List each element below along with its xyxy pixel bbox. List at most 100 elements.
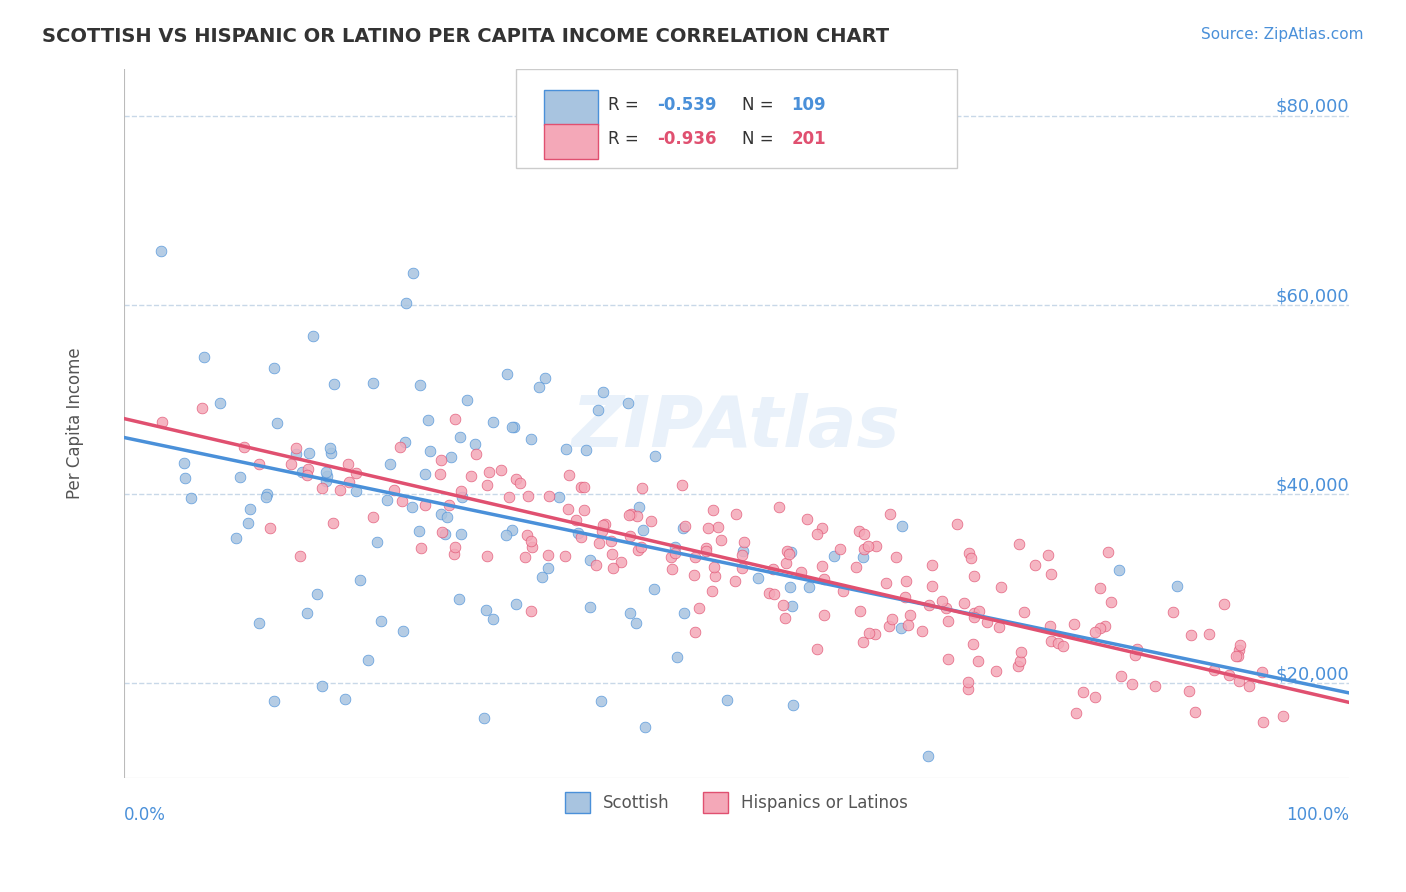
Point (337, 475, 360, 490)
Point (520, 604, 543, 618)
Point (758, 586, 780, 600)
Point (569, 530, 592, 544)
Point (1064, 706, 1087, 721)
Point (1084, 624, 1107, 639)
Point (1180, 628, 1202, 642)
Point (911, 624, 934, 639)
Point (716, 692, 738, 706)
Point (790, 566, 813, 580)
Point (710, 533, 733, 548)
Point (333, 692, 356, 706)
Point (465, 447, 488, 461)
Point (1166, 579, 1188, 593)
Point (806, 526, 828, 541)
Point (307, 587, 329, 601)
Point (391, 494, 413, 508)
Point (247, 616, 270, 631)
Point (434, 527, 457, 541)
Point (1052, 640, 1074, 654)
Point (575, 443, 598, 458)
Point (567, 525, 589, 540)
Point (430, 524, 453, 539)
Point (707, 520, 730, 534)
Point (443, 540, 465, 554)
Point (853, 541, 876, 556)
Point (1178, 684, 1201, 698)
Text: R =: R = (607, 96, 644, 114)
Point (409, 541, 432, 556)
Point (953, 595, 976, 609)
Point (357, 652, 380, 666)
Point (963, 609, 986, 624)
Point (782, 599, 804, 614)
Point (828, 542, 851, 557)
Point (311, 679, 333, 693)
Point (761, 562, 783, 576)
Point (209, 396, 232, 410)
Point (823, 549, 845, 563)
Point (1090, 620, 1112, 634)
Point (772, 599, 794, 613)
Point (409, 378, 432, 392)
Text: N =: N = (742, 96, 779, 114)
Point (602, 560, 624, 574)
Point (1161, 605, 1184, 619)
Point (672, 606, 695, 620)
Point (724, 574, 747, 588)
Point (1108, 563, 1130, 577)
Point (1184, 706, 1206, 720)
Point (315, 465, 337, 479)
Point (288, 549, 311, 563)
Point (630, 540, 652, 554)
Point (626, 509, 648, 524)
Point (150, 415, 173, 429)
Point (938, 652, 960, 666)
Point (478, 465, 501, 479)
FancyBboxPatch shape (544, 124, 598, 159)
Point (1012, 605, 1035, 619)
Point (863, 627, 886, 641)
Point (247, 457, 270, 471)
Point (361, 510, 384, 524)
Point (897, 617, 920, 632)
Point (1084, 690, 1107, 705)
Point (259, 521, 281, 535)
Point (592, 384, 614, 399)
Point (319, 441, 342, 455)
Point (548, 490, 571, 504)
Point (557, 502, 579, 516)
Point (778, 547, 800, 561)
Point (263, 361, 285, 376)
Point (725, 508, 748, 522)
Point (443, 547, 465, 561)
Point (858, 625, 880, 640)
Point (489, 463, 512, 477)
Point (1250, 665, 1272, 679)
Point (682, 568, 704, 582)
Point (298, 446, 321, 460)
Point (1202, 663, 1225, 677)
Point (316, 468, 339, 483)
Point (1046, 636, 1069, 650)
Point (375, 492, 398, 507)
Point (935, 601, 957, 615)
Point (344, 484, 367, 499)
Point (537, 561, 560, 575)
Text: N =: N = (742, 130, 779, 148)
Point (1039, 634, 1062, 648)
Point (848, 604, 870, 618)
Point (591, 524, 613, 539)
Point (1225, 648, 1247, 663)
Point (962, 569, 984, 583)
Point (482, 415, 505, 429)
Point (683, 625, 706, 640)
Point (558, 468, 581, 483)
Point (853, 527, 876, 541)
Point (990, 580, 1012, 594)
Point (852, 550, 875, 565)
Point (782, 698, 804, 713)
Point (456, 392, 478, 407)
Point (190, 401, 212, 416)
Point (225, 531, 247, 545)
Point (600, 533, 623, 548)
